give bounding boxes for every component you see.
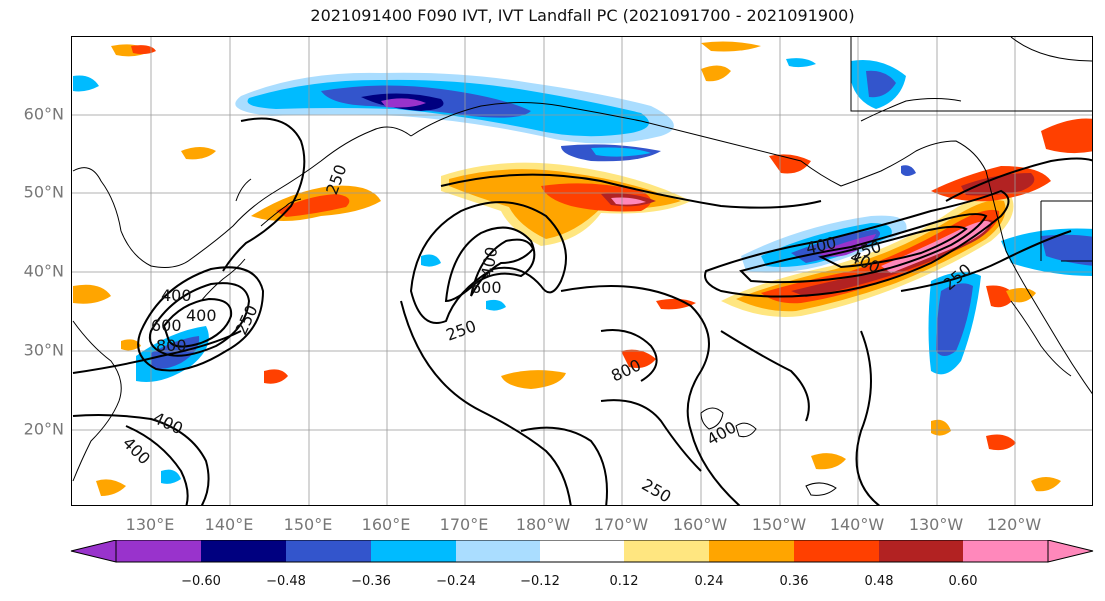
lon-label-160w: 160°W bbox=[672, 515, 728, 534]
colorbar-segment bbox=[794, 540, 879, 562]
colorbar-segments bbox=[71, 540, 1093, 562]
lat-label-40n: 40°N bbox=[23, 261, 64, 281]
colorbar-tick-label: −0.36 bbox=[351, 574, 391, 589]
colorbar bbox=[70, 540, 1094, 563]
contour-label-layer: 250 400 600 800 400 250 400 400 250 400 … bbox=[119, 162, 975, 506]
colorbar-tick-label: 0.48 bbox=[864, 574, 894, 589]
colorbar-segment bbox=[286, 540, 371, 562]
contour-loop-japan bbox=[137, 266, 265, 372]
colorbar-tick-label: −0.60 bbox=[181, 574, 221, 589]
colorbar-segment bbox=[963, 540, 1093, 562]
colorbar-tick-label: 0.60 bbox=[948, 574, 978, 589]
colorbar-tick-label: 0.36 bbox=[779, 574, 809, 589]
colorbar-segment bbox=[201, 540, 286, 562]
lon-label-130e: 130°E bbox=[125, 515, 175, 534]
lat-label-60n: 60°N bbox=[23, 104, 64, 124]
lon-label-170w: 170°W bbox=[593, 515, 649, 534]
lat-label-30n: 30°N bbox=[23, 340, 64, 360]
lon-label-180w: 180°W bbox=[515, 515, 571, 534]
colorbar-tick-label: −0.48 bbox=[266, 574, 306, 589]
contour-central-pacific bbox=[409, 201, 567, 324]
map-canvas: 250 400 600 800 400 250 400 400 250 400 … bbox=[72, 37, 1092, 506]
contour-label: 400 bbox=[704, 417, 740, 449]
lon-label-130w: 130°W bbox=[908, 515, 964, 534]
colorbar-tick-label: 0.12 bbox=[609, 574, 639, 589]
contour-label: 400 bbox=[150, 408, 186, 438]
contour-label: 400 bbox=[161, 286, 192, 305]
lon-label-150e: 150°E bbox=[283, 515, 333, 534]
lat-label-50n: 50°N bbox=[23, 182, 64, 202]
colorbar-segment bbox=[456, 540, 540, 562]
colorbar-tick-label: 0.24 bbox=[694, 574, 724, 589]
lon-label-120w: 120°W bbox=[986, 515, 1042, 534]
coastlines bbox=[72, 37, 1092, 496]
graticule bbox=[72, 37, 1092, 505]
colorbar-segment bbox=[540, 540, 624, 562]
lon-label-160e: 160°E bbox=[361, 515, 411, 534]
contour-label: 600 bbox=[471, 278, 502, 297]
lat-label-20n: 20°N bbox=[23, 419, 64, 439]
colorbar-frame bbox=[115, 540, 1049, 563]
map-title: 2021091400 F090 IVT, IVT Landfall PC (20… bbox=[310, 6, 855, 25]
contour-label: 400 bbox=[186, 306, 217, 325]
colorbar-tick-label: −0.12 bbox=[520, 574, 560, 589]
contour-label: 250 bbox=[639, 475, 675, 506]
lon-label-150w: 150°W bbox=[751, 515, 807, 534]
contour-label: 800 bbox=[156, 336, 187, 355]
colorbar-segment bbox=[371, 540, 456, 562]
ivt-contours bbox=[72, 117, 1092, 505]
lon-label-140e: 140°E bbox=[204, 515, 254, 534]
colorbar-segment bbox=[624, 540, 709, 562]
lon-label-140w: 140°W bbox=[829, 515, 885, 534]
colorbar-tick-label: −0.24 bbox=[436, 574, 476, 589]
map-panel: 250 400 600 800 400 250 400 400 250 400 … bbox=[71, 36, 1093, 506]
colorbar-segment bbox=[71, 540, 201, 562]
contour-ne-pacific bbox=[704, 189, 1010, 298]
contour-label: 250 bbox=[443, 316, 478, 344]
colorbar-segment bbox=[709, 540, 794, 562]
lon-label-170e: 170°E bbox=[439, 515, 489, 534]
contour-label: 600 bbox=[151, 316, 182, 335]
colorbar-segment bbox=[879, 540, 963, 562]
